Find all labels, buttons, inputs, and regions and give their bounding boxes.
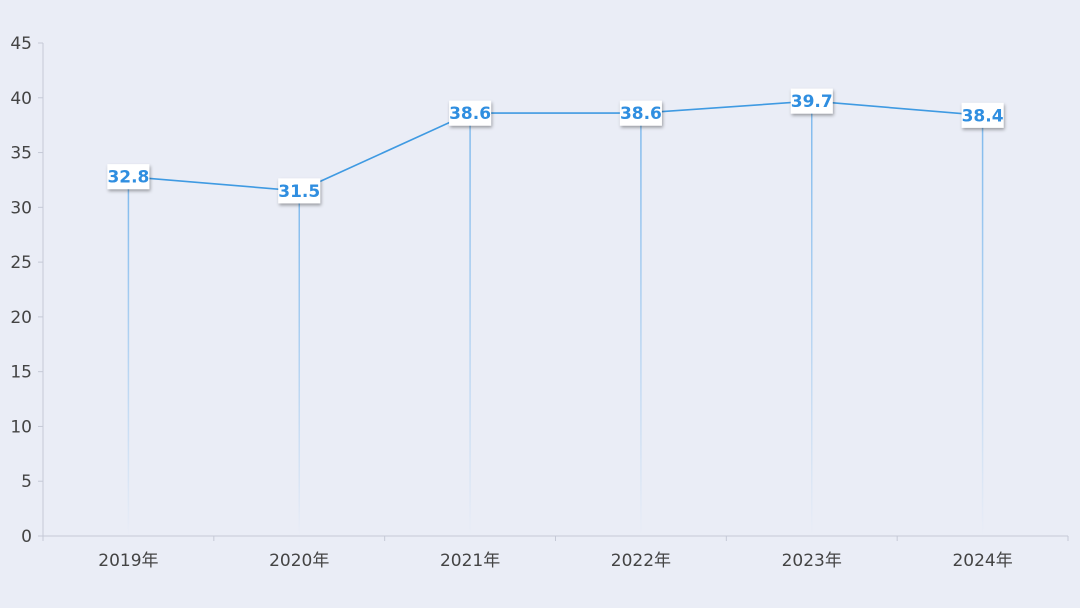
y-tick-label: 45 [10,34,32,54]
x-tick-label: 2021年 [440,551,500,571]
data-label: 39.7 [790,88,833,114]
data-label-box [790,88,833,114]
data-label: 38.4 [961,102,1004,128]
x-tick-label: 2024年 [952,551,1012,571]
series-line [128,100,983,192]
data-label-box [449,100,492,126]
x-tick-label: 2020年 [269,551,329,571]
y-tick-label: 5 [21,472,32,492]
y-tick-label: 25 [10,253,32,273]
data-label-box [107,164,150,190]
drop-line [981,115,984,536]
data-label: 38.6 [619,100,662,126]
drop-lines [127,101,984,537]
data-label-text: 38.4 [962,106,1004,126]
y-tick-label: 10 [10,417,32,437]
y-tick-label: 15 [10,363,32,383]
x-tick-label: 2019年 [98,551,158,571]
drop-line [127,176,130,536]
data-label-box [961,102,1004,128]
y-tick-label: 40 [10,89,32,109]
data-label-text: 32.8 [107,168,149,188]
drop-line [298,190,300,536]
data-label: 31.5 [278,178,321,204]
data-label-text: 31.5 [278,182,320,202]
data-label-box [619,100,662,126]
drop-line [811,101,813,536]
y-tick-label: 20 [10,308,32,328]
data-label: 38.6 [449,100,492,126]
data-label: 32.8 [107,164,150,190]
drop-line [469,113,471,537]
data-label-text: 38.6 [620,104,662,124]
y-tick-label: 35 [10,144,32,164]
series-layer [126,99,985,193]
drop-line [640,113,642,537]
x-tick-label: 2022年 [611,551,671,571]
data-label-text: 39.7 [791,92,833,112]
data-label-box [278,178,321,204]
data-label-text: 38.6 [449,104,491,124]
data-labels: 32.8 31.5 38.6 38.6 39.7 38.4 [107,88,1004,204]
y-tick-label: 0 [21,527,32,547]
axes: 0 5 10 15 20 25 30 35 40 45 2019年 2020年 2021年 2022年 20… [10,34,1069,571]
x-tick-label: 2023年 [782,551,842,571]
y-tick-label: 30 [10,198,32,218]
